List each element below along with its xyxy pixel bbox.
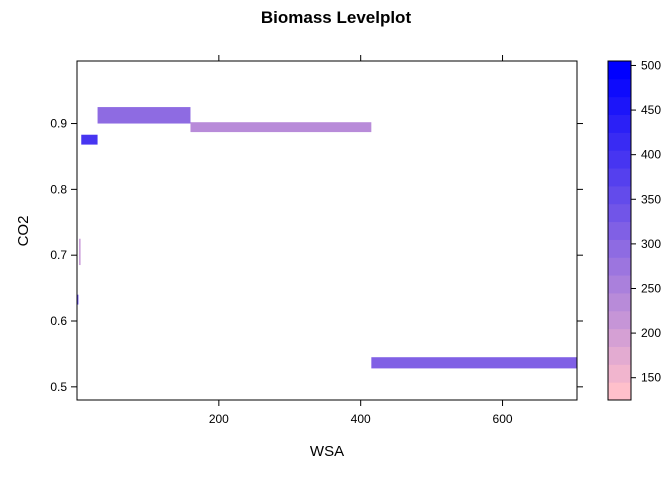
colorkey-tick-label: 350	[641, 192, 661, 206]
colorkey-tick-label: 300	[641, 237, 661, 251]
colorkey-bin	[608, 114, 631, 133]
colorkey-bin	[608, 203, 631, 223]
colorkey-bin	[608, 150, 631, 169]
colorkey-tick-label: 400	[641, 148, 661, 162]
colorkey-tick-label: 500	[641, 58, 661, 72]
colorkey-bin	[608, 382, 631, 401]
heatmap-cell	[190, 122, 372, 133]
colorkey-tick-label: 150	[641, 371, 661, 385]
colorkey-bin	[608, 96, 631, 116]
x-axis-label: WSA	[310, 443, 344, 460]
heatmap-cells	[77, 107, 577, 369]
x-tick-label: 600	[493, 412, 513, 426]
colorkey-bin	[608, 257, 631, 276]
colorkey-tick-label: 250	[641, 281, 661, 295]
colorkey-bin	[608, 78, 631, 98]
colorkey-bin	[608, 328, 631, 347]
y-tick-label: 0.8	[50, 182, 67, 196]
plot-panel	[76, 60, 578, 401]
heatmap-cell	[77, 294, 79, 305]
heatmap-cell	[81, 134, 98, 145]
y-tick-label: 0.9	[50, 117, 67, 131]
chart-title: Biomass Levelplot	[261, 8, 412, 27]
colorkey-bin	[608, 310, 631, 330]
x-tick-label: 200	[209, 412, 229, 426]
y-axis-label: CO2	[15, 216, 32, 247]
colorkey-border	[607, 60, 632, 401]
colorkey-bin	[608, 239, 631, 258]
y-tick-label: 0.6	[50, 314, 67, 328]
colorkey-bin	[608, 275, 631, 294]
colorkey-bin	[608, 168, 631, 187]
colorkey: 150 200 250 300 350 400 450 500	[607, 58, 661, 401]
colorkey-tick-label: 200	[641, 326, 661, 340]
axes: 200 400 600 0.5 0.6 0.7 0.8 0.9	[50, 55, 583, 426]
y-tick-label: 0.7	[50, 248, 67, 262]
colorkey-bin	[608, 364, 631, 383]
colorkey-bin	[608, 346, 631, 365]
colorkey-bin	[608, 132, 631, 151]
heatmap-cell	[371, 357, 577, 369]
colorkey-bin	[608, 61, 631, 80]
heatmap-cell	[79, 238, 81, 266]
colorkey-bin	[608, 185, 631, 205]
colorkey-bin	[608, 221, 631, 240]
colorkey-tick-label: 450	[641, 103, 661, 117]
x-tick-label: 400	[351, 412, 371, 426]
heatmap-cell	[97, 107, 191, 124]
y-tick-label: 0.5	[50, 380, 67, 394]
colorkey-bin	[608, 292, 631, 312]
